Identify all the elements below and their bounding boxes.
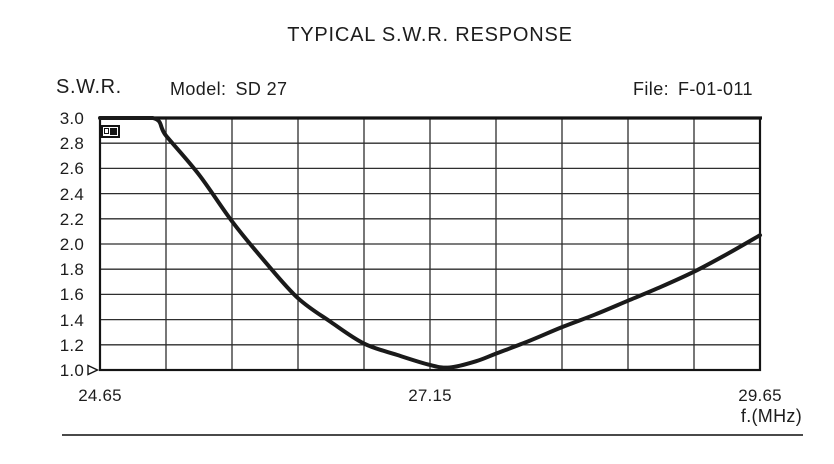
x-tick-label: 27.15 xyxy=(408,386,452,405)
y-tick-label: 2.8 xyxy=(59,134,84,154)
placeholder-image-icon xyxy=(101,125,120,138)
model-value: SD 27 xyxy=(235,79,288,99)
icon-bit xyxy=(104,128,109,134)
y-tick-label: 2.2 xyxy=(59,209,84,229)
model-label: Model: xyxy=(170,79,227,99)
grid-lines xyxy=(99,117,761,371)
x-tick-label: 29.65 xyxy=(738,386,782,405)
file-label: File: xyxy=(633,79,670,99)
file-field: File: F-01-011 xyxy=(633,79,753,100)
y-tick-label: 1.2 xyxy=(59,335,84,355)
y-tick-label: 2.0 xyxy=(59,235,84,254)
y-tick-label: 1.0 xyxy=(59,361,84,380)
baseline-pointer-icon xyxy=(87,364,100,376)
model-field: Model: SD 27 xyxy=(170,79,287,100)
x-axis-unit-label: f.(MHz) xyxy=(740,406,802,426)
y-tick-label: 2.6 xyxy=(59,159,84,179)
y-tick-label: 1.8 xyxy=(59,260,84,280)
file-value: F-01-011 xyxy=(678,79,753,99)
chart-title: TYPICAL S.W.R. RESPONSE xyxy=(287,24,573,46)
y-tick-label: 1.6 xyxy=(59,285,84,305)
icon-bit xyxy=(110,128,117,135)
swr-response-curve xyxy=(98,116,762,370)
y-tick-label: 1.4 xyxy=(59,310,84,330)
y-axis-name-label: S.W.R. xyxy=(56,76,122,98)
x-tick-label: 24.65 xyxy=(78,386,122,405)
y-tick-label: 3.0 xyxy=(59,109,84,128)
y-tick-label: 2.4 xyxy=(59,184,84,204)
bottom-divider-line xyxy=(62,434,803,436)
